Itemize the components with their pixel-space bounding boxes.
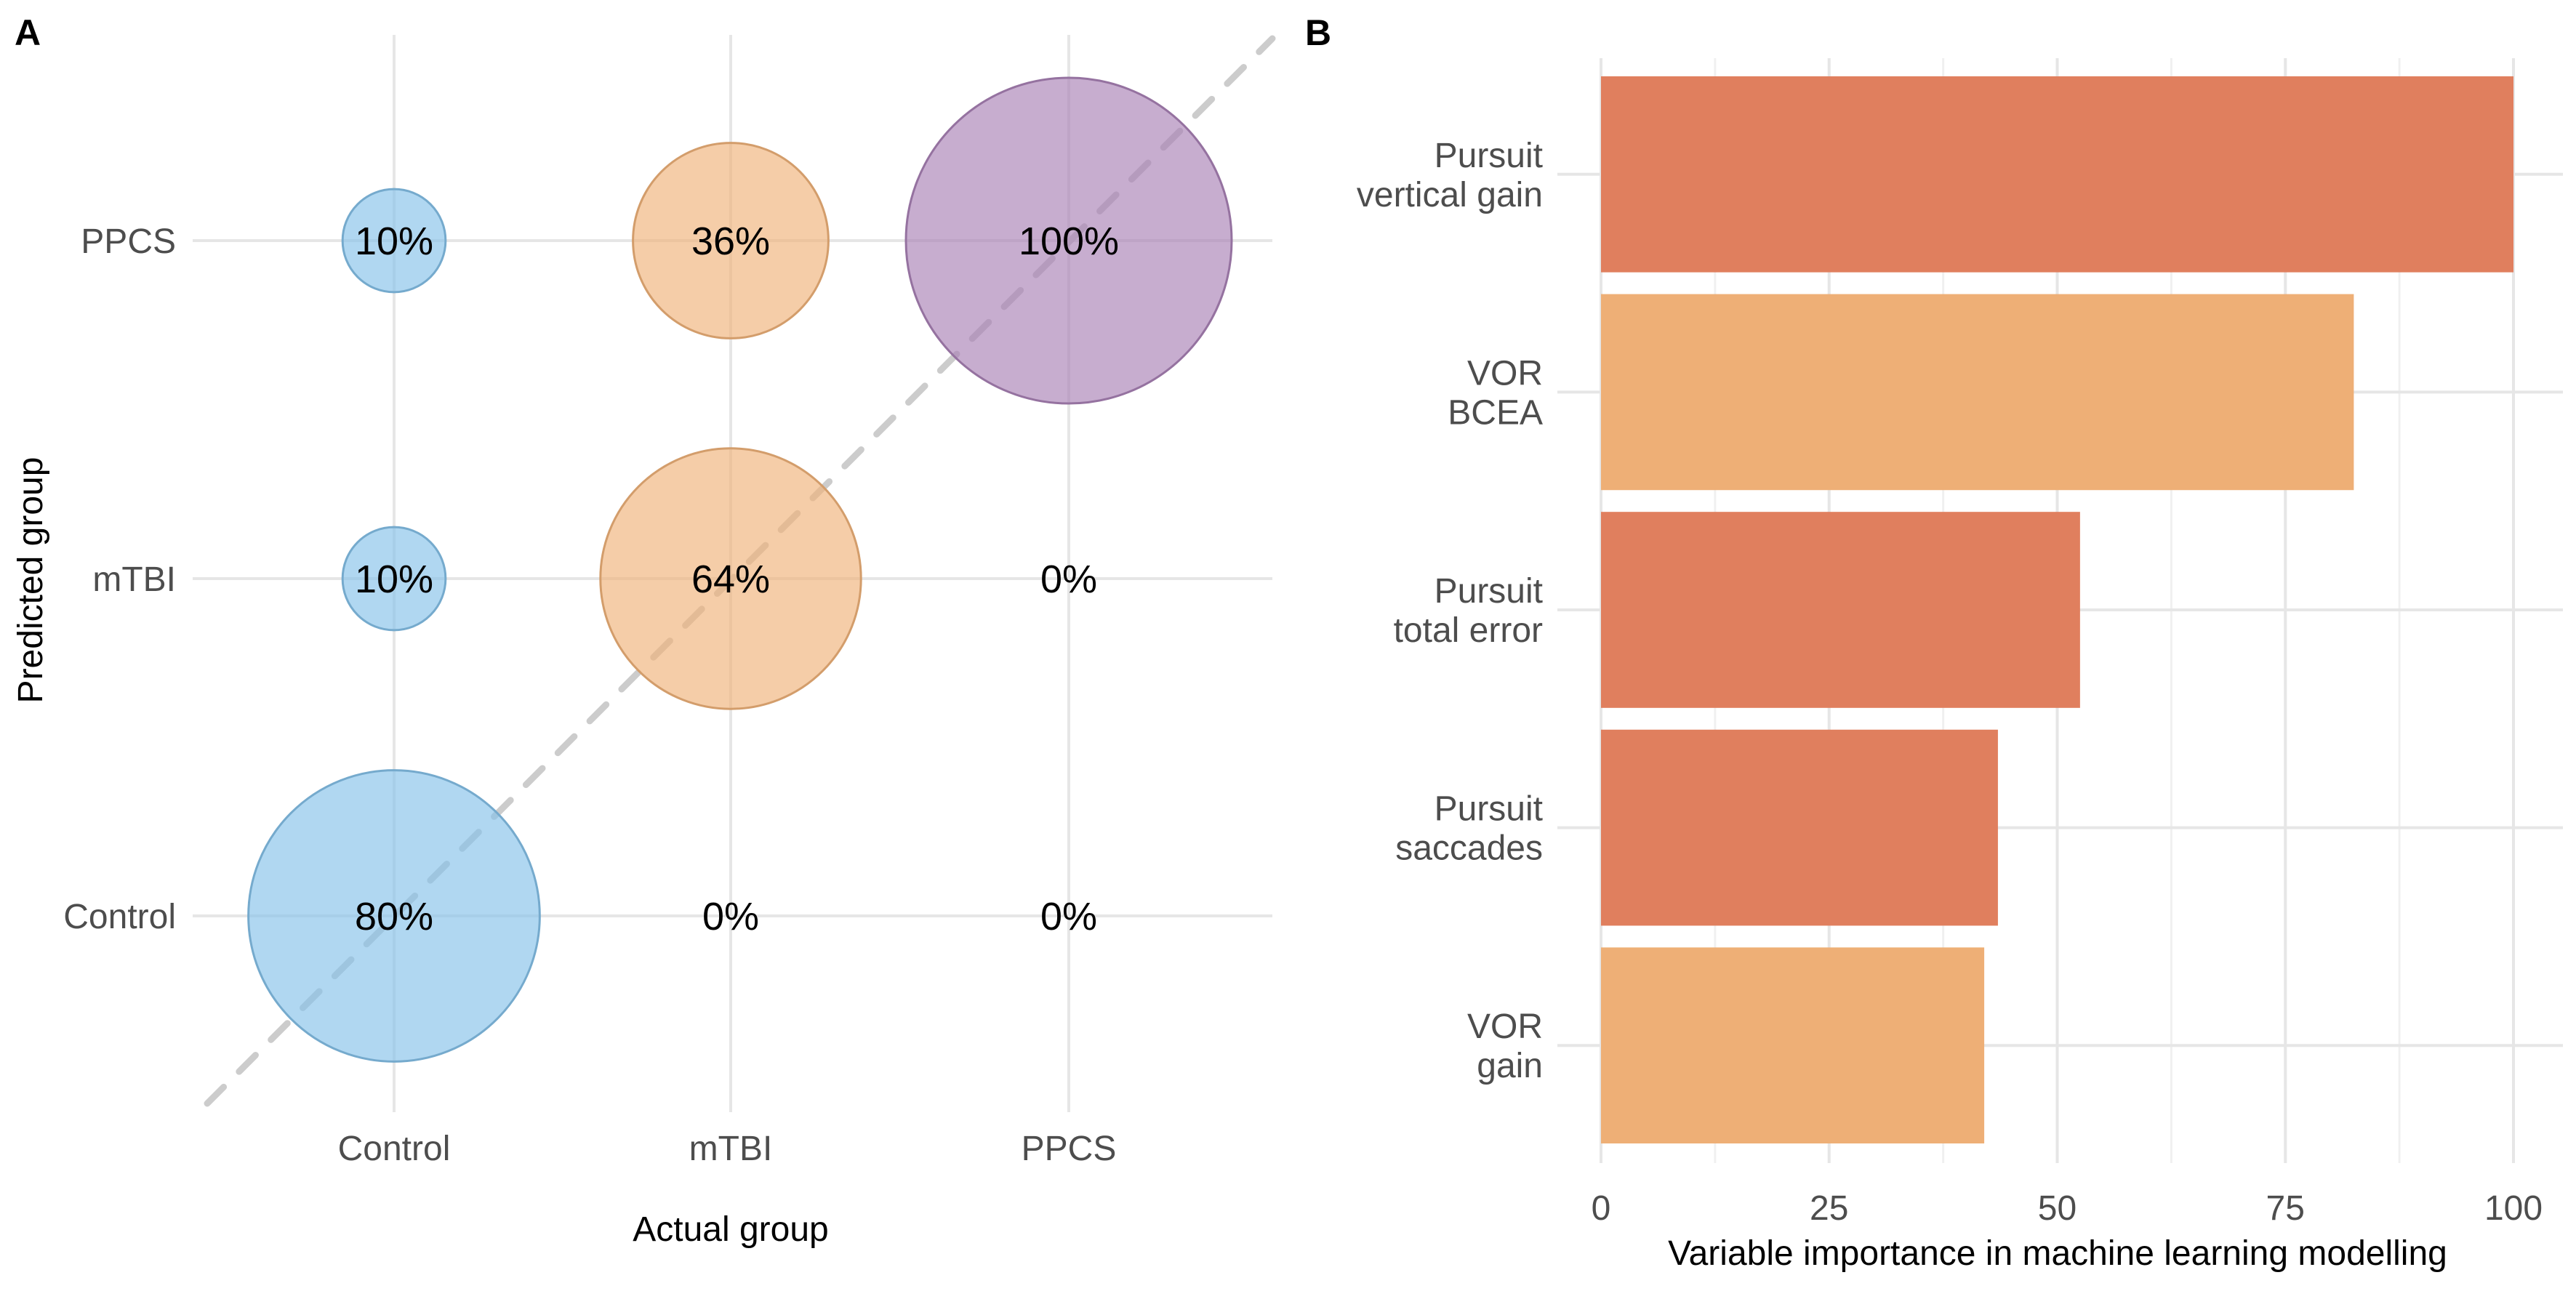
panel-b-bars [1601,76,2513,1144]
y-tick-label: Pursuit saccades [1395,790,1543,868]
y-tick-label: mTBI [92,560,176,599]
bubble-value-label: 0% [702,895,759,938]
bubble-mtbi-as-mtbi [599,447,862,710]
x-tick-label: mTBI [689,1130,773,1168]
panel-a-bubbles: 10% 10% 80% 36% 64% 0% 100% 0% 0% [247,76,1233,1063]
bubble-mtbi-as-ppcs [632,142,830,339]
bubble-control-as-mtbi [341,526,447,632]
y-tick-label: VOR gain [1467,1008,1543,1085]
y-axis-title: Predicted group [12,457,50,704]
panel-b-letter: B [1305,12,1331,53]
y-tick-label: Pursuit vertical gain [1357,137,1543,214]
importance-bar [1601,294,2354,491]
y-tick-label: Pursuit total error [1394,572,1543,650]
importance-bar [1601,729,1998,926]
x-tick-label: Control [338,1130,451,1168]
x-axis-title: Variable importance in machine learning … [1668,1234,2447,1273]
x-tick-label: PPCS [1022,1130,1117,1168]
bubble-value-label: 10% [355,558,433,601]
y-tick-label: Control [63,898,176,936]
bubble-value-label: 0% [1040,558,1097,601]
importance-bar [1601,947,1985,1144]
x-tick-label: 25 [1810,1189,1848,1228]
bubble-value-label: 80% [355,895,433,938]
x-tick-label: 100 [2484,1189,2543,1228]
y-tick-label: VOR BCEA [1448,354,1543,432]
bubble-value-label: 0% [1040,895,1097,938]
panel-a-tick-labels: Control mTBI PPCS Control mTBI PPCS [63,222,1116,1168]
x-tick-label: 0 [1592,1189,1611,1228]
bubble-value-label: 10% [355,220,433,263]
x-axis-title: Actual group [633,1210,829,1249]
bubble-value-label: 64% [691,558,770,601]
panel-b-tick-labels: Pursuit vertical gain VOR BCEA Pursuit total … [1357,137,2543,1228]
x-tick-label: 50 [2038,1189,2077,1228]
importance-bar [1601,76,2513,273]
panel-a-confusion-bubble-chart: A 10% 10% 80% 36% 64% 0% 100% 0% 0% Control mTBI P… [12,12,1276,1249]
panel-a-letter: A [15,12,41,53]
bubble-control-as-control [247,769,541,1063]
bubble-value-label: 100% [1019,220,1119,263]
x-tick-label: 75 [2266,1189,2305,1228]
panel-b-importance-bar-chart: B Pursuit vertical gain VOR BCEA Pursuit tota… [1305,12,2563,1273]
importance-bar [1601,512,2080,708]
y-tick-label: PPCS [81,222,176,261]
bubble-ppcs-as-ppcs [904,76,1233,405]
bubble-control-as-ppcs [341,188,447,294]
bubble-value-label: 36% [691,220,770,263]
